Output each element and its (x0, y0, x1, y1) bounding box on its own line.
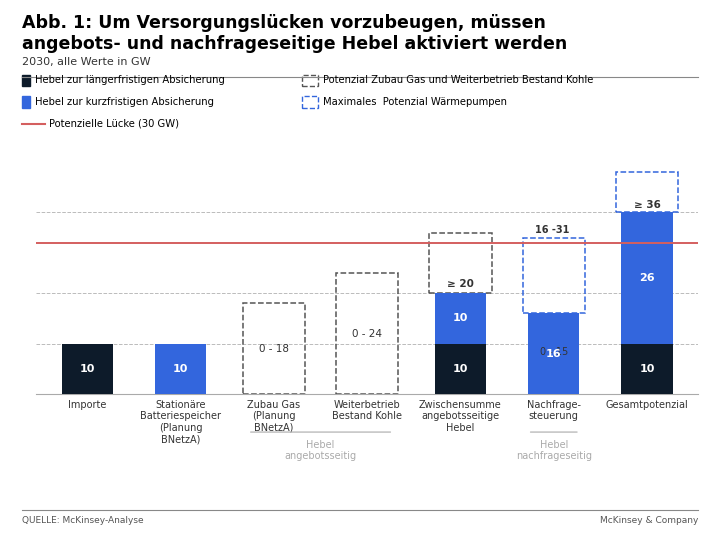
Text: 10: 10 (639, 364, 654, 374)
Bar (435, 293, 486, 344)
Bar (528, 313, 580, 394)
Bar (429, 233, 492, 293)
Text: McKinsey & Company: McKinsey & Company (600, 516, 698, 525)
Bar (302, 75, 318, 86)
Text: ≥ 20: ≥ 20 (447, 279, 474, 289)
Text: 2030, alle Werte in GW: 2030, alle Werte in GW (22, 57, 150, 67)
Bar (621, 344, 672, 394)
Text: 0 - 15: 0 - 15 (540, 347, 568, 357)
Text: ≥ 36: ≥ 36 (634, 200, 660, 210)
Text: Hebel zur kurzfristigen Absicherung: Hebel zur kurzfristigen Absicherung (35, 97, 214, 107)
Bar (616, 172, 678, 212)
Text: Hebel
nachfrageseitig: Hebel nachfrageseitig (516, 440, 592, 461)
Bar (302, 96, 318, 108)
Bar (155, 344, 206, 394)
Text: Maximales  Potenzial Wärmepumpen: Maximales Potenzial Wärmepumpen (323, 97, 507, 107)
Bar (22, 75, 30, 86)
Text: Hebel zur längerfristigen Absicherung: Hebel zur längerfristigen Absicherung (35, 76, 225, 85)
Text: 16: 16 (546, 349, 562, 359)
Text: Hebel
angebotsseitig: Hebel angebotsseitig (284, 440, 356, 461)
Text: 26: 26 (639, 273, 655, 283)
Bar (243, 303, 305, 394)
Bar (62, 344, 113, 394)
Text: 10: 10 (173, 364, 189, 374)
Text: 0 - 24: 0 - 24 (352, 329, 382, 339)
Bar (336, 273, 398, 394)
Text: angebots- und nachfrageseitige Hebel aktiviert werden: angebots- und nachfrageseitige Hebel akt… (22, 35, 567, 53)
Text: 10: 10 (80, 364, 95, 374)
Text: Abb. 1: Um Versorgungslücken vorzubeugen, müssen: Abb. 1: Um Versorgungslücken vorzubeugen… (22, 14, 546, 31)
Bar (621, 212, 672, 344)
Bar (523, 238, 585, 313)
Text: Potenzial Zubau Gas und Weiterbetrieb Bestand Kohle: Potenzial Zubau Gas und Weiterbetrieb Be… (323, 76, 593, 85)
Bar (435, 344, 486, 394)
Text: 16 -31: 16 -31 (535, 225, 569, 235)
Text: 10: 10 (453, 314, 468, 323)
Text: Potenzielle Lücke (30 GW): Potenzielle Lücke (30 GW) (49, 119, 179, 129)
Text: QUELLE: McKinsey-Analyse: QUELLE: McKinsey-Analyse (22, 516, 143, 525)
Text: 10: 10 (453, 364, 468, 374)
Bar (22, 96, 30, 108)
Text: 0 - 18: 0 - 18 (259, 344, 289, 354)
